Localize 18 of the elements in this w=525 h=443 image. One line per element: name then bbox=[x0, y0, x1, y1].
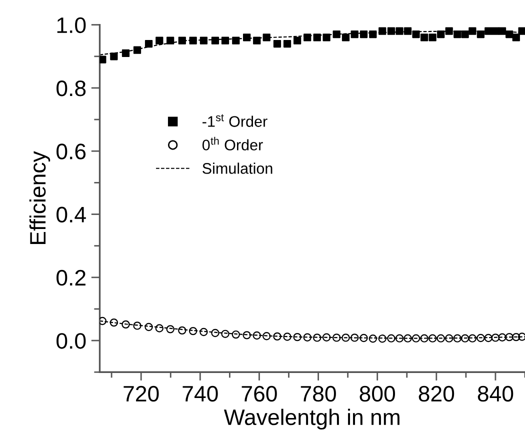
y-tick-label: 0.4 bbox=[56, 206, 86, 223]
legend-label: Simulation bbox=[202, 162, 272, 174]
y-tick-label: 0.6 bbox=[56, 144, 86, 160]
y-axis-title: Efficiency bbox=[29, 151, 50, 244]
x-tick-label: 800 bbox=[360, 386, 396, 402]
x-tick-label: 720 bbox=[124, 386, 159, 402]
x-tick-label: 820 bbox=[418, 386, 454, 402]
x-axis-title: Wavelentgh in nm bbox=[224, 408, 400, 430]
legend-label: 0$^{th}$ Order bbox=[202, 136, 263, 150]
legend-label: -1$^{st}$ Order bbox=[202, 114, 268, 127]
y-tick-label: 0.0 bbox=[56, 333, 86, 349]
x-tick-label: 740 bbox=[182, 386, 218, 402]
y-tick-label: 1.0 bbox=[57, 17, 86, 34]
x-tick-label: 760 bbox=[242, 386, 277, 402]
x-tick-label: 780 bbox=[300, 386, 336, 402]
y-tick-label: 0.2 bbox=[56, 270, 86, 286]
x-tick-label: 840 bbox=[478, 386, 514, 402]
y-tick-label: 0.8 bbox=[56, 80, 86, 96]
